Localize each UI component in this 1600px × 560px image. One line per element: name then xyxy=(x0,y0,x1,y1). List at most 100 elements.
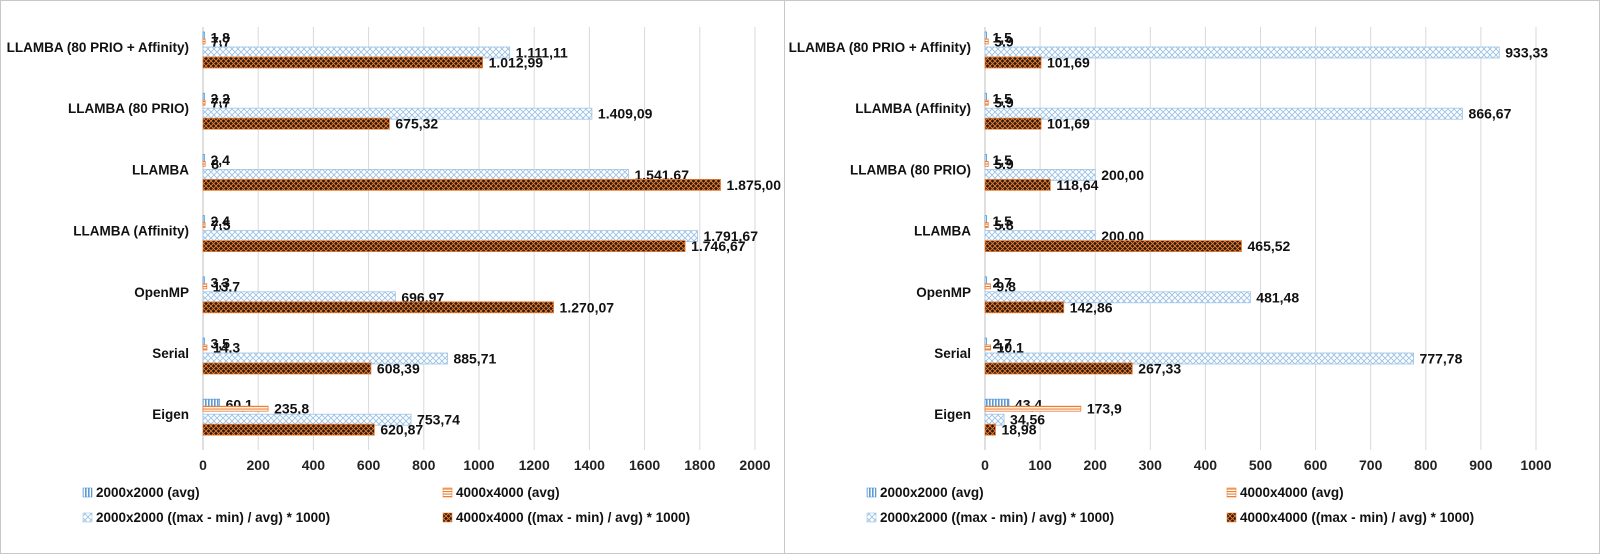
bar xyxy=(984,423,996,436)
bar xyxy=(984,352,1414,365)
bar xyxy=(984,178,1051,191)
legend-label: 4000x4000 ((max - min) / avg) * 1000) xyxy=(1240,510,1474,525)
data-label: 866,67 xyxy=(1469,106,1512,122)
x-tick-label: 100 xyxy=(1028,457,1052,473)
data-label: 1,5 xyxy=(993,30,1013,46)
bar xyxy=(984,344,991,351)
data-label: 675,32 xyxy=(395,116,438,132)
bar xyxy=(984,405,1082,412)
legend-swatch xyxy=(866,487,877,498)
data-label: 1,5 xyxy=(993,213,1013,229)
data-label: 1.409,09 xyxy=(598,106,653,122)
data-label: 1.875,00 xyxy=(727,177,782,193)
data-label: 1.012,99 xyxy=(489,55,544,71)
legend-label: 2000x2000 ((max - min) / avg) * 1000) xyxy=(880,510,1114,525)
legend-swatch xyxy=(1226,512,1237,523)
data-label: 173,9 xyxy=(1087,401,1122,417)
x-tick-label: 200 xyxy=(247,457,271,473)
bar xyxy=(984,301,1065,314)
bar xyxy=(202,168,629,181)
data-label: 1,5 xyxy=(993,152,1013,168)
legend-swatch xyxy=(866,512,877,523)
bar xyxy=(984,362,1133,375)
bar xyxy=(984,56,1042,69)
legend-swatch xyxy=(1226,487,1237,498)
data-label: 13,7 xyxy=(213,278,240,294)
bar xyxy=(202,99,206,106)
legend-label: 4000x4000 ((max - min) / avg) * 1000) xyxy=(456,510,690,525)
data-label: 9,8 xyxy=(996,278,1016,294)
category-label: Eigen xyxy=(934,407,971,422)
data-label: 267,33 xyxy=(1138,361,1181,377)
data-label: 5,8 xyxy=(994,217,1014,233)
data-label: 465,52 xyxy=(1248,238,1291,254)
bar xyxy=(202,160,206,167)
bar xyxy=(984,99,989,106)
data-label: 1.746,67 xyxy=(691,238,746,254)
bar xyxy=(202,405,269,412)
category-label: Serial xyxy=(152,346,189,361)
data-label: 7,7 xyxy=(211,95,231,111)
bar xyxy=(202,117,390,130)
bar xyxy=(984,222,989,229)
x-tick-label: 800 xyxy=(1414,457,1438,473)
x-tick-label: 0 xyxy=(199,457,207,473)
data-label: 7,7 xyxy=(211,34,231,50)
x-tick-label: 1200 xyxy=(519,457,550,473)
data-label: 8 xyxy=(211,156,219,172)
bar xyxy=(984,46,1500,59)
bar xyxy=(984,291,1251,304)
legend-label: 2000x2000 ((max - min) / avg) * 1000) xyxy=(96,510,330,525)
bar xyxy=(202,283,208,290)
data-label: 885,71 xyxy=(453,351,496,367)
data-label: 5,9 xyxy=(994,156,1014,172)
x-tick-label: 1000 xyxy=(463,457,494,473)
data-label: 1.791,67 xyxy=(704,228,759,244)
data-label: 1.541,67 xyxy=(635,167,690,183)
category-label: Eigen xyxy=(152,407,189,422)
x-tick-label: 700 xyxy=(1359,457,1383,473)
data-label: 18,98 xyxy=(1001,422,1036,438)
data-label: 1,5 xyxy=(993,91,1013,107)
data-label: 777,78 xyxy=(1420,351,1463,367)
legend-label: 2000x2000 (avg) xyxy=(96,485,200,500)
x-tick-label: 400 xyxy=(1194,457,1218,473)
data-label: 5,9 xyxy=(994,34,1014,50)
data-label: 481,48 xyxy=(1256,289,1299,305)
x-tick-label: 1800 xyxy=(684,457,715,473)
data-label: 3,3 xyxy=(211,274,231,290)
data-label: 7,5 xyxy=(211,217,231,233)
chart-right-svg: 0 100 200 300 400 500 600 700 800 900 1000 LLAMBA (… xyxy=(789,27,1552,525)
data-label: 3,5 xyxy=(211,336,231,352)
bar xyxy=(984,117,1042,130)
data-label: 5,9 xyxy=(994,95,1014,111)
data-label: 1.270,07 xyxy=(560,299,615,315)
bar xyxy=(984,230,1096,243)
data-label: 34,56 xyxy=(1010,412,1045,428)
category-label: LLAMBA (Affinity) xyxy=(855,101,971,116)
bar xyxy=(202,56,483,69)
data-label: 101,69 xyxy=(1047,55,1090,71)
x-tick-label: 500 xyxy=(1249,457,1273,473)
chart-left-svg: 0 200 400 600 800 1000 1200 1400 1600 1800 2000 LLA… xyxy=(7,27,782,525)
legend-swatch xyxy=(442,487,453,498)
bar xyxy=(202,423,375,436)
bar xyxy=(202,301,554,314)
bar xyxy=(984,107,1463,120)
data-label: 235,8 xyxy=(274,401,309,417)
data-label: 620,87 xyxy=(380,422,423,438)
category-label: OpenMP xyxy=(916,285,971,300)
x-tick-label: 800 xyxy=(412,457,436,473)
data-label: 696,97 xyxy=(401,289,444,305)
x-tick-label: 1400 xyxy=(574,457,605,473)
category-label: LLAMBA xyxy=(914,224,971,239)
legend-label: 2000x2000 (avg) xyxy=(880,485,984,500)
bar xyxy=(202,38,206,45)
bar xyxy=(202,344,208,351)
data-label: 1.111,11 xyxy=(516,45,568,61)
bar xyxy=(202,230,698,243)
category-label: LLAMBA (80 PRIO) xyxy=(68,101,189,116)
legend-label: 4000x4000 (avg) xyxy=(456,485,560,500)
legend-swatch xyxy=(442,512,453,523)
